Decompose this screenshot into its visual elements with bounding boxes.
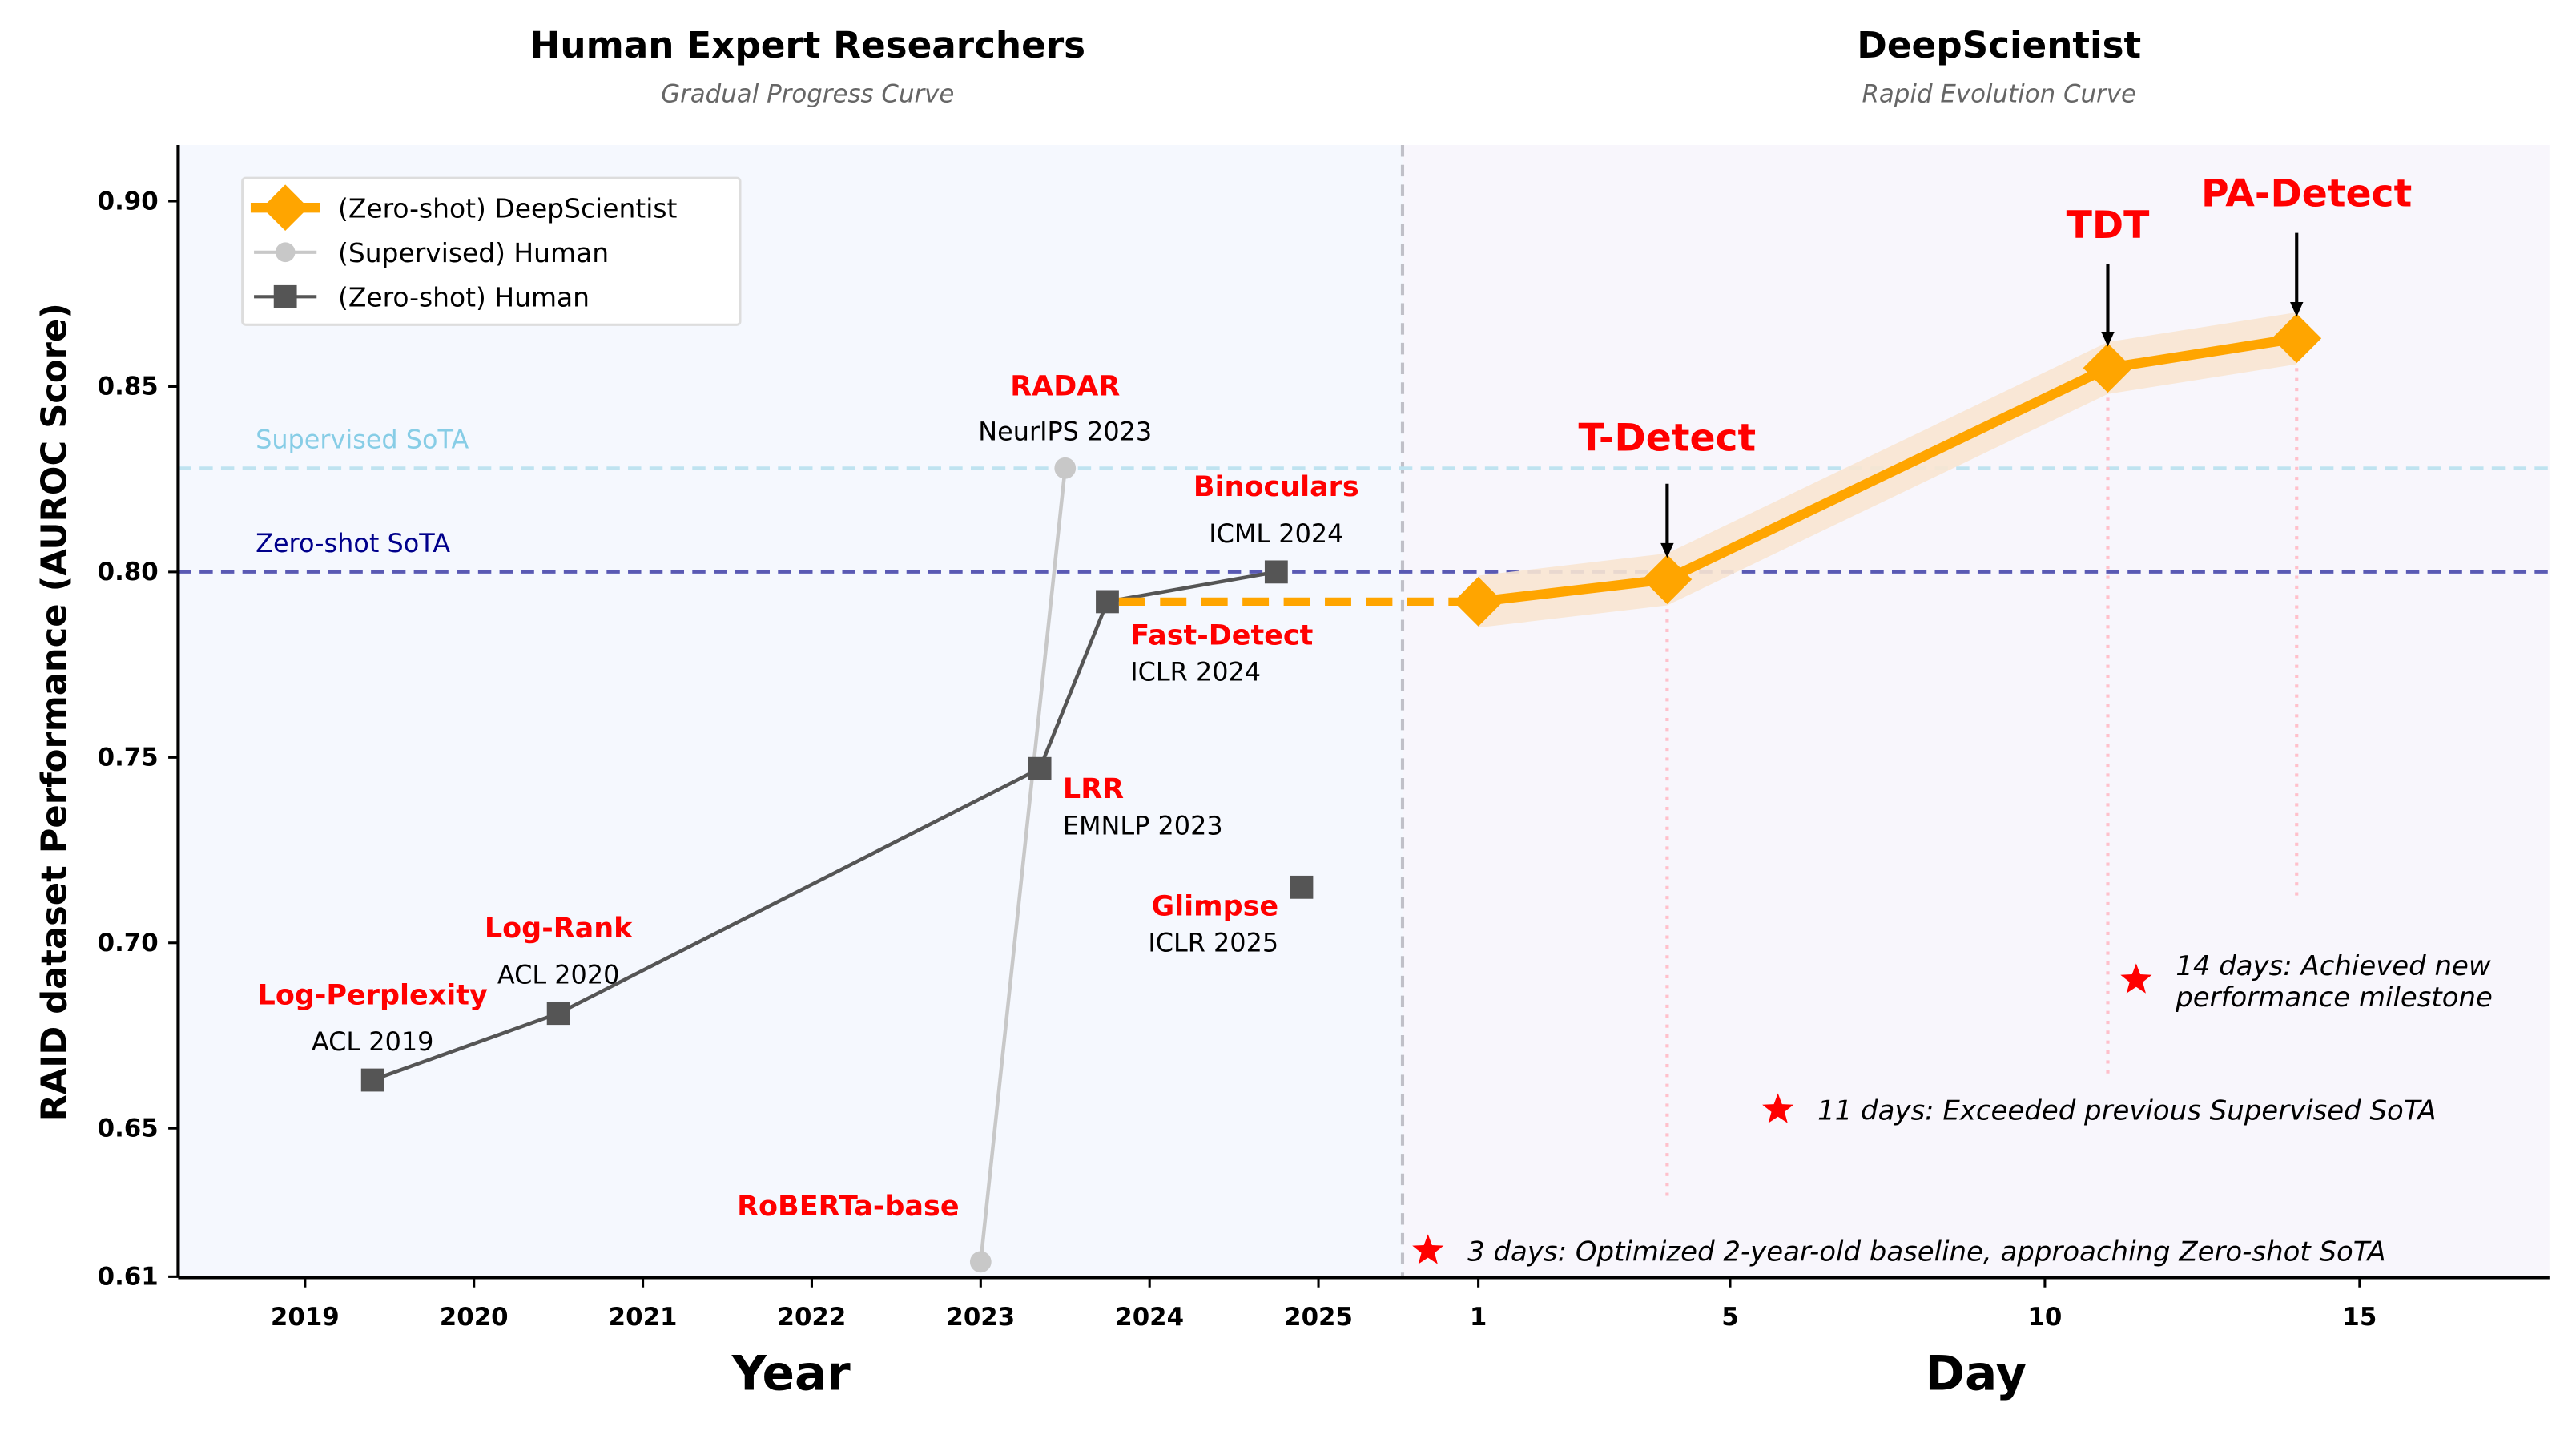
milestone-text-line: performance milestone (2175, 982, 2493, 1014)
method-label: PA-Detect (2201, 172, 2412, 216)
zero-shot-human-point (1028, 756, 1052, 780)
circle-icon (275, 242, 296, 263)
y-tick-label: 0.90 (98, 187, 159, 216)
supervised-human-line (979, 468, 1068, 1263)
zero-shot-human-point (546, 1002, 570, 1026)
zero-shot-human-point (1290, 875, 1314, 899)
square-icon (273, 284, 297, 308)
y-axis-label: RAID dataset Performance (AUROC Score) (35, 303, 75, 1121)
panel-title: Human Expert Researchers (530, 24, 1086, 67)
y-tick-label: 0.65 (98, 1114, 159, 1143)
panel-title: DeepScientist (1857, 24, 2141, 67)
x-tick-label: 2022 (778, 1303, 847, 1332)
star-icon (1412, 1234, 1444, 1264)
x-tick-label: 2019 (271, 1303, 340, 1332)
venue-label: EMNLP 2023 (1063, 810, 1223, 840)
legend-label: (Supervised) Human (338, 237, 609, 268)
zero-shot-human-point (360, 1068, 384, 1092)
star-icon (2120, 963, 2152, 994)
method-label: Log-Rank (485, 913, 633, 945)
method-label: Fast-Detect (1130, 619, 1313, 651)
method-label: RoBERTa-base (737, 1191, 959, 1223)
x-tick-label: 1 (1470, 1303, 1487, 1332)
x-axis-label: Year (731, 1346, 851, 1401)
venue-label: ACL 2020 (497, 960, 620, 990)
venue-label: ACL 2019 (312, 1026, 434, 1057)
supervised-human-point (969, 1251, 992, 1273)
arrow-head-icon (2290, 301, 2304, 317)
milestone-text-line: 11 days: Exceeded previous Supervised So… (1817, 1094, 2437, 1127)
legend-box (241, 176, 742, 326)
deepscientist-point (1642, 554, 1693, 604)
x-tick-label: 5 (1721, 1303, 1738, 1332)
deepscientist-line (1477, 333, 2298, 607)
panel-subtitle: Gradual Progress Curve (661, 80, 954, 109)
method-label: LRR (1063, 773, 1124, 805)
method-label: Log-Perplexity (258, 979, 488, 1011)
legend: (Zero-shot) DeepScientist (Supervised) Hu… (241, 176, 742, 326)
y-tick-label: 0.85 (98, 373, 159, 401)
venue-label: NeurIPS 2023 (978, 416, 1152, 446)
deepscientist-point (1453, 577, 1503, 627)
venue-label: ICML 2024 (1209, 518, 1343, 549)
reference-line-label: Supervised SoTA (256, 425, 469, 455)
milestone-text-line: 14 days: Achieved new (2176, 950, 2491, 982)
venue-label: ICLR 2025 (1148, 928, 1278, 958)
legend-label: (Zero-shot) DeepScientist (338, 193, 678, 224)
method-label: Binoculars (1193, 471, 1359, 503)
star-icon (1762, 1093, 1794, 1123)
right-panel-background (1402, 145, 2550, 1278)
x-tick-label: 15 (2342, 1303, 2377, 1332)
y-tick-label: 0.80 (98, 558, 159, 586)
method-label: Glimpse (1151, 890, 1278, 922)
arrow-head-icon (1660, 542, 1674, 558)
x-tick-label: 2020 (440, 1303, 509, 1332)
reference-line-label: Zero-shot SoTA (256, 528, 450, 558)
method-label: TDT (2067, 204, 2151, 248)
x-tick-label: 2024 (1115, 1303, 1184, 1332)
milestone-text: 11 days: Exceeded previous Supervised So… (1817, 1094, 2437, 1127)
y-tick-label: 0.61 (98, 1263, 159, 1292)
y-tick-label: 0.70 (98, 929, 159, 957)
supervised-human-point (1054, 457, 1077, 479)
milestone-text: 14 days: Achieved new performance milesto… (2175, 950, 2493, 1014)
x-tick-label: 10 (2027, 1303, 2062, 1332)
zero-shot-human-point (1264, 560, 1288, 584)
x-tick-label: 2021 (609, 1303, 678, 1332)
milestone-text: 3 days: Optimized 2-year-old baseline, a… (1467, 1235, 2386, 1268)
y-tick-label: 0.75 (98, 744, 159, 772)
x-tick-label: 2023 (946, 1303, 1015, 1332)
x-tick-label: 2025 (1284, 1303, 1353, 1332)
milestone-text-line: 3 days: Optimized 2-year-old baseline, a… (1467, 1235, 2386, 1268)
arrow-head-icon (2101, 332, 2115, 347)
zero-shot-human-point (1096, 590, 1119, 614)
x-axis-label: Day (1925, 1346, 2027, 1401)
method-label: RADAR (1010, 371, 1120, 403)
panel-subtitle: Rapid Evolution Curve (1862, 80, 2135, 109)
method-label: T-Detect (1579, 417, 1757, 461)
venue-label: ICLR 2024 (1130, 657, 1261, 687)
legend-label: (Zero-shot) Human (338, 282, 590, 313)
